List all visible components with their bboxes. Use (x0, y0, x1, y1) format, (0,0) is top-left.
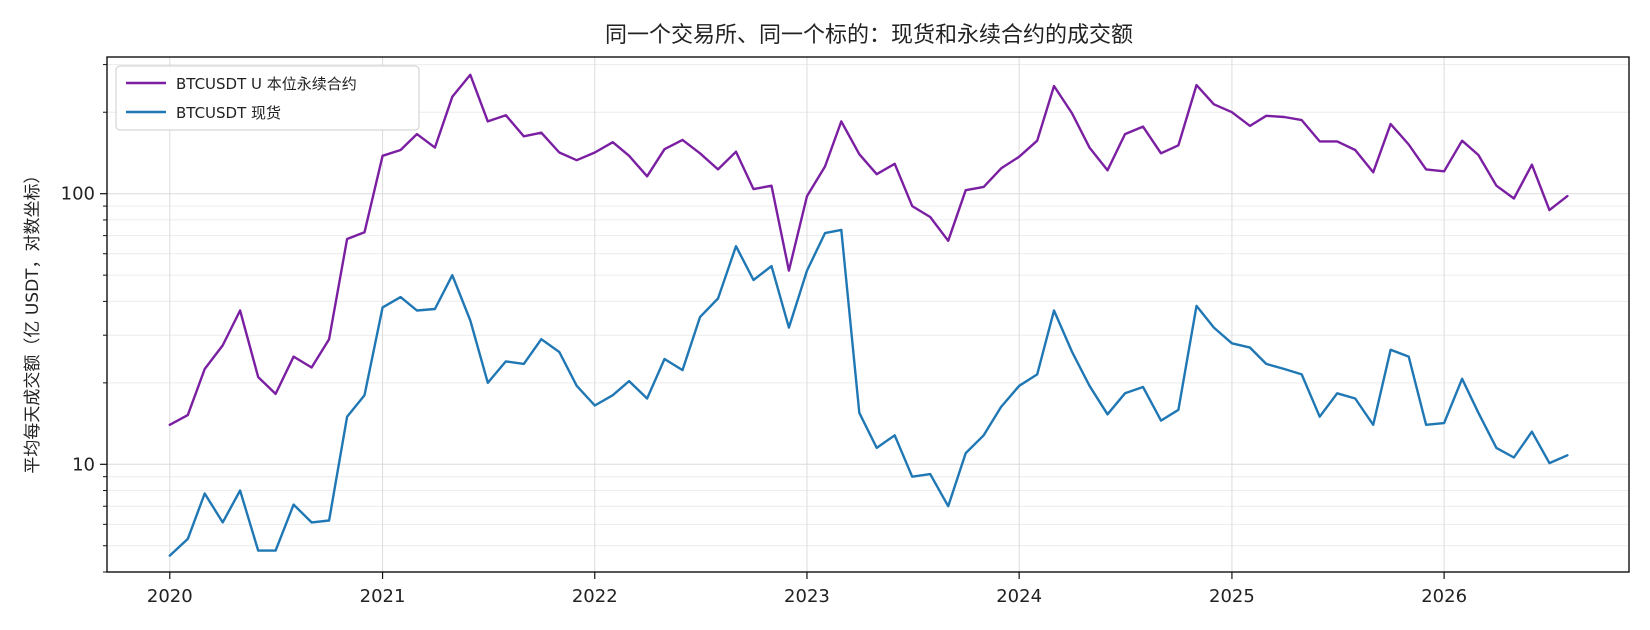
grid (107, 57, 1629, 573)
series-group (168, 73, 1569, 557)
x-tick-label: 2021 (360, 586, 406, 607)
legend: BTCUSDT U 本位永续合约 BTCUSDT 现货 (115, 65, 420, 131)
perpetual-series-line (168, 73, 1569, 426)
axes: 10 100 2020 2021 2022 2023 2024 2025 2026 (61, 64, 1467, 607)
x-tick-label: 2024 (996, 586, 1042, 607)
x-tick-label: 2025 (1209, 586, 1255, 607)
y-axis-label: 平均每天成交额（亿 USDT，对数坐标） (23, 166, 43, 473)
plot-frame (106, 56, 1630, 573)
legend-box (115, 65, 420, 131)
legend-label-perpetual: BTCUSDT U 本位永续合约 (176, 75, 357, 93)
x-tick-label: 2026 (1421, 586, 1467, 607)
chart-title: 同一个交易所、同一个标的：现货和永续合约的成交额 (605, 23, 1133, 48)
x-tick-label: 2020 (147, 586, 193, 607)
y-tick-label: 100 (61, 184, 95, 205)
x-tick-label: 2022 (572, 586, 618, 607)
x-tick-label: 2023 (784, 586, 830, 607)
legend-label-spot: BTCUSDT 现货 (176, 104, 281, 122)
y-tick-label: 10 (72, 454, 95, 475)
spot-series-line (168, 228, 1569, 557)
